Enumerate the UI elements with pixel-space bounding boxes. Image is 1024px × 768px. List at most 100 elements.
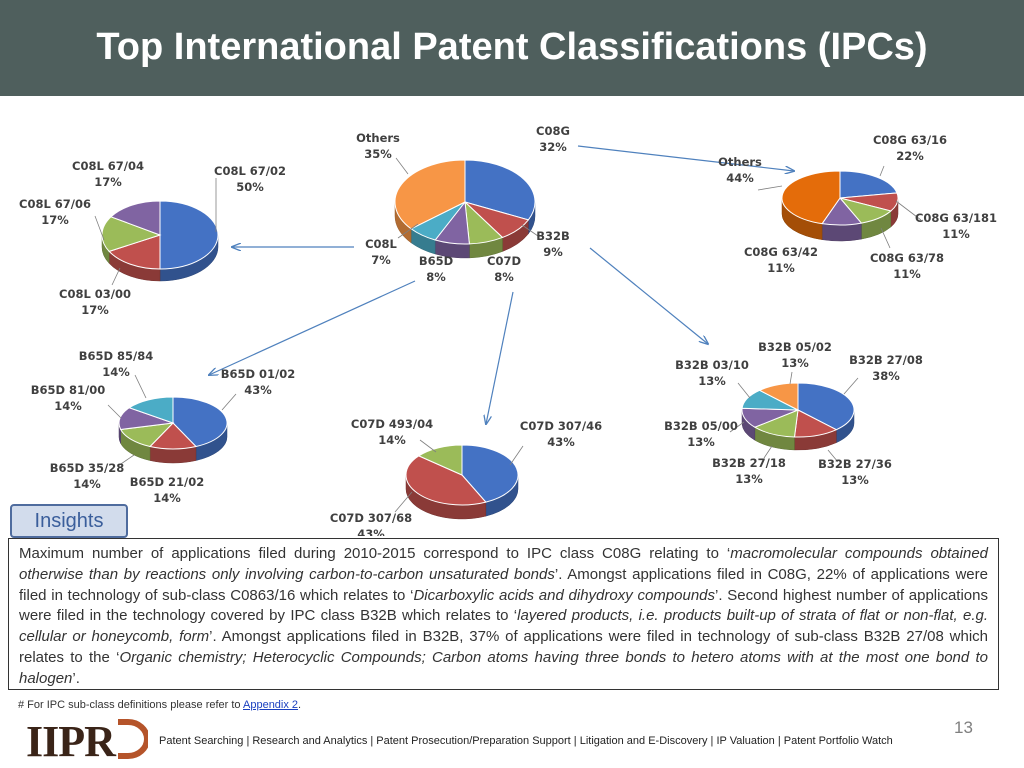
leader-line: [394, 491, 413, 513]
slice-label: B32B 05/00: [664, 419, 738, 433]
slice-percent: 13%: [687, 435, 715, 449]
leader-line: [111, 267, 121, 286]
leader-line: [737, 382, 751, 399]
leader-line: [509, 445, 524, 466]
appendix-link[interactable]: Appendix 2: [243, 699, 299, 711]
slice-label: C08L 67/02: [214, 164, 286, 178]
pie-slice-c08g-0: [839, 170, 898, 199]
slice-percent: 35%: [364, 147, 392, 161]
pie-chart-c07d: C07D 307/46 43% C07D 307/68 43% C07D 493/04 1…: [330, 417, 602, 536]
insights-segment: Maximum number of applications filed dur…: [19, 545, 731, 562]
slice-percent: 14%: [153, 491, 181, 505]
slice-percent: 11%: [893, 267, 921, 281]
title-bar: Top International Patent Classifications…: [0, 0, 1024, 96]
pie-chart-c08g: C08G 63/16 22% C08G 63/181 11% C08G 63/78 11%…: [718, 133, 997, 281]
arrow-to-b65d: [209, 280, 416, 375]
leader-line: [763, 445, 773, 459]
arrow-to-b32b: [589, 247, 708, 344]
slice-label: C08G: [536, 124, 570, 138]
leader-line: [895, 200, 922, 221]
slice-percent: 13%: [698, 374, 726, 388]
insights-segment: ’. Amongst applications filed in B32B, 3…: [19, 628, 988, 666]
arrow-to-c08g: [577, 145, 794, 171]
pie-slice-main-5: [394, 159, 466, 230]
slice-percent: 17%: [41, 213, 69, 227]
slice-label: B65D 01/02: [221, 367, 296, 381]
insights-button[interactable]: Insights: [10, 504, 128, 538]
insights-segment: macromolecular compounds obtained otherw…: [19, 545, 988, 583]
pie-side-c08g-3: [821, 222, 862, 242]
slice-label: C08G 63/42: [744, 245, 818, 259]
slice-percent: 43%: [357, 527, 385, 536]
slice-percent: 17%: [81, 303, 109, 317]
slice-label: B32B 27/36: [818, 457, 892, 471]
slice-label: C08G 63/181: [915, 211, 997, 225]
pie-slice-b65d-0: [172, 396, 228, 448]
footer-services: Patent Searching | Research and Analytic…: [159, 735, 893, 747]
slice-label: C08G 63/16: [873, 133, 947, 147]
footnote: # For IPC sub-class definitions please r…: [18, 699, 301, 711]
leader-line: [827, 449, 839, 463]
leader-line: [757, 185, 783, 191]
slice-label: B65D: [419, 254, 453, 268]
slice-percent: 44%: [726, 171, 754, 185]
pie-slice-c08l-1: [108, 234, 161, 270]
connector-arrows: [209, 145, 794, 424]
slice-percent: 43%: [244, 383, 272, 397]
slice-label: B32B 05/02: [758, 340, 832, 354]
leader-line: [397, 223, 419, 239]
insights-segment: ’. Second highest number of applications…: [19, 586, 988, 625]
footnote-end: .: [298, 699, 302, 711]
pie-chart-main: C08G 32% B32B 9% C07D 8% B65D 8% C08L 7% Others 35%: [356, 124, 570, 284]
leader-line: [134, 374, 147, 399]
pie-slice-c08l-3: [110, 200, 161, 236]
insights-segment: layered products, i.e. products built-up…: [19, 607, 988, 646]
slice-percent: 17%: [94, 175, 122, 189]
arrow-to-c07d: [486, 291, 514, 424]
pie-chart-b32b: B32B 27/08 38% B32B 27/36 13% B32B 27/18 13% B…: [664, 340, 923, 487]
leader-line: [94, 215, 105, 241]
slice-percent: 14%: [378, 433, 406, 447]
slice-label: C07D: [487, 254, 521, 268]
leader-line: [880, 227, 891, 249]
slice-percent: 50%: [236, 180, 264, 194]
iiprd-logo: IIPR: [26, 717, 148, 762]
slice-label: Others: [718, 155, 762, 169]
slice-label: B32B 03/10: [675, 358, 749, 372]
slice-percent: 13%: [735, 472, 763, 486]
slice-label: C07D 307/46: [520, 419, 602, 433]
slice-label: Others: [356, 131, 400, 145]
slice-label: C08L 03/00: [59, 287, 131, 301]
slice-percent: 14%: [54, 399, 82, 413]
slice-label: B65D 81/00: [31, 383, 106, 397]
leader-line: [395, 157, 409, 175]
slice-label: C08L: [365, 237, 397, 251]
slice-label: B32B 27/08: [849, 353, 923, 367]
pie-slice-c08l-0: [159, 200, 219, 270]
svg-text:IIPR: IIPR: [26, 717, 117, 762]
slice-percent: 11%: [767, 261, 795, 275]
insights-segment: ’. Amongst applications filed in C08G, 2…: [19, 565, 988, 604]
slice-label: C08L 67/04: [72, 159, 144, 173]
insights-segment: Organic chemistry; Heterocyclic Compound…: [19, 648, 988, 687]
leader-line: [789, 371, 793, 385]
slice-percent: 13%: [841, 473, 869, 487]
slice-label: B32B 27/18: [712, 456, 786, 470]
pie-slice-c07d-2: [417, 444, 463, 476]
slice-label: C07D 307/68: [330, 511, 412, 525]
pie-slice-c07d-0: [461, 444, 519, 503]
slice-label: B65D 21/02: [130, 475, 205, 489]
leader-line: [107, 404, 122, 419]
slice-percent: 13%: [781, 356, 809, 370]
leader-line: [117, 454, 135, 467]
pie-slice-b65d-4: [128, 396, 174, 424]
slice-label: C08L 67/06: [19, 197, 91, 211]
slice-percent: 8%: [494, 270, 514, 284]
page-title: Top International Patent Classifications…: [96, 26, 928, 68]
slice-label: B65D 85/84: [79, 349, 154, 363]
slice-percent: 14%: [73, 477, 101, 491]
leader-line: [729, 421, 745, 433]
pie-slice-c07d-1: [405, 455, 487, 506]
